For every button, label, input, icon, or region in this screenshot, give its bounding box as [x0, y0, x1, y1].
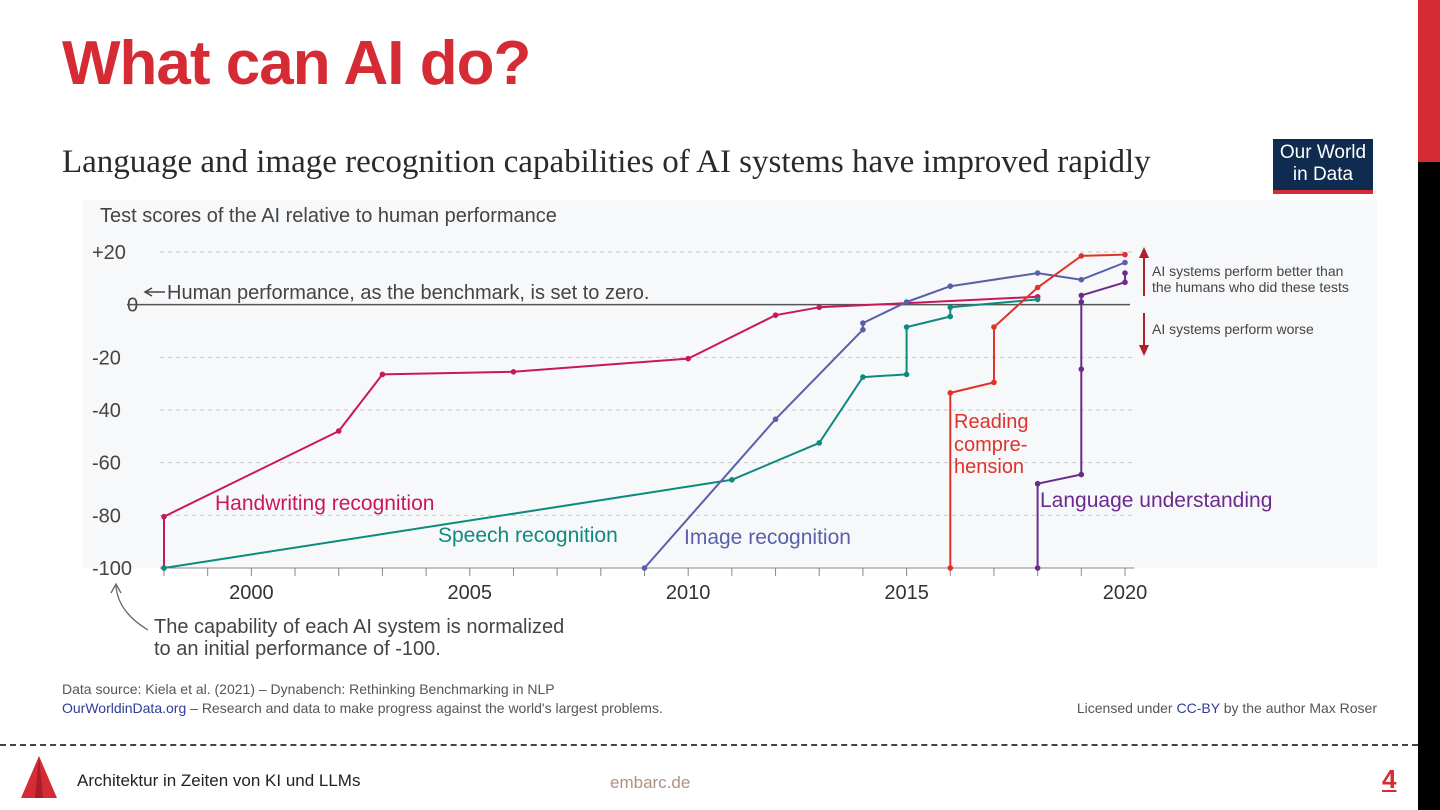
data-point	[816, 304, 823, 311]
normalized-annotation-line1: The capability of each AI system is norm…	[154, 616, 564, 638]
series-label-reading-line1: Reading	[954, 411, 1029, 433]
series-label-handwriting: Handwriting recognition	[215, 492, 434, 515]
better-annotation-line2: the humans who did these tests	[1152, 279, 1349, 295]
x-tick-label: 2010	[666, 582, 711, 604]
data-point	[903, 299, 910, 305]
worse-arrowhead	[1139, 345, 1149, 356]
normalized-annotation-line2: to an initial performance of -100.	[154, 638, 441, 660]
data-point	[1078, 366, 1085, 372]
embarc-logo-icon	[21, 756, 57, 798]
x-tick-label: 2005	[448, 582, 493, 604]
data-point	[860, 374, 866, 380]
chart: +20 0 -20 -40 -60 -80 -100 2000 2005 2010 2015 202…	[82, 200, 1377, 660]
x-tick-label: 2020	[1103, 582, 1148, 604]
normalized-arrowhead	[110, 582, 122, 594]
data-point	[947, 390, 954, 396]
data-source: Data source: Kiela et al. (2021) – Dynab…	[62, 681, 555, 697]
better-arrowhead	[1139, 247, 1149, 258]
data-point	[685, 355, 691, 362]
data-point	[335, 428, 342, 434]
page-number: 4	[1382, 764, 1397, 794]
owid-link[interactable]: OurWorldinData.org	[62, 700, 187, 716]
series-label-image: Image recognition	[684, 526, 851, 549]
worse-annotation: AI systems perform worse	[1152, 321, 1314, 337]
footer-divider	[0, 744, 1418, 746]
data-point	[772, 312, 779, 319]
y-tick-label: -60	[92, 453, 121, 475]
data-point	[947, 283, 954, 290]
y-axis-title: Test scores of the AI relative to human …	[100, 205, 557, 227]
data-point	[947, 313, 954, 320]
data-point	[947, 304, 954, 311]
right-side-bar	[1418, 162, 1440, 810]
data-point	[161, 513, 167, 520]
owid-logo: Our World in Data	[1273, 139, 1373, 194]
data-point	[729, 476, 735, 483]
owid-logo-line1: Our World	[1279, 142, 1367, 163]
data-point	[947, 565, 954, 571]
better-annotation-line1: AI systems perform better than	[1152, 263, 1343, 279]
grid-lines: +20 0 -20 -40 -60 -80 -100	[92, 242, 1132, 580]
series-lines	[161, 251, 1128, 571]
x-tick-label: 2015	[884, 582, 929, 604]
data-point	[1078, 471, 1085, 478]
footer-title: Architektur in Zeiten von KI und LLMs	[77, 771, 361, 790]
data-point	[1078, 253, 1085, 259]
data-point	[1122, 259, 1128, 266]
license-link[interactable]: CC-BY	[1176, 700, 1220, 716]
series-label-language: Language understanding	[1040, 489, 1272, 512]
right-accent-bar	[1418, 0, 1440, 162]
license-suffix: by the author Max Roser	[1219, 700, 1377, 716]
benchmark-annotation: Human performance, as the benchmark, is …	[167, 282, 649, 304]
series-label-speech: Speech recognition	[438, 524, 618, 547]
x-tick-label: 2000	[229, 582, 274, 604]
chart-plot-background	[82, 200, 1377, 568]
data-point	[641, 565, 648, 571]
series-label-reading-line3: hension	[954, 456, 1024, 478]
owid-credit: OurWorldinData.org – Research and data t…	[62, 700, 663, 716]
x-axis: 2000 2005 2010 2015 2020	[160, 567, 1148, 604]
y-tick-label: -40	[92, 400, 121, 422]
data-point	[860, 326, 866, 333]
data-point	[1034, 296, 1041, 303]
owid-credit-text: – Research and data to make progress aga…	[186, 700, 663, 716]
data-point	[161, 565, 167, 571]
data-point	[991, 379, 997, 386]
data-point	[1034, 284, 1041, 291]
data-point	[1122, 270, 1128, 276]
data-point	[379, 371, 386, 378]
data-point	[1122, 251, 1128, 258]
data-point	[1122, 279, 1128, 286]
chart-title: Language and image recognition capabilit…	[62, 144, 1151, 180]
owid-logo-line2: in Data	[1292, 164, 1354, 185]
benchmark-arrowhead	[143, 287, 153, 297]
data-point	[816, 440, 823, 446]
data-point	[903, 371, 910, 378]
y-tick-label: -100	[92, 558, 132, 580]
data-point	[1034, 480, 1041, 487]
data-point	[860, 320, 866, 326]
series-label-reading-line2: compre-	[954, 434, 1027, 456]
data-point	[1078, 276, 1085, 283]
license-prefix: Licensed under	[1076, 700, 1177, 716]
data-point	[1034, 270, 1041, 276]
data-point	[772, 416, 779, 423]
data-point	[1078, 292, 1085, 299]
series-line	[1036, 273, 1126, 568]
data-point	[1034, 565, 1041, 571]
y-tick-label: -80	[92, 505, 121, 527]
y-tick-label: 0	[127, 295, 138, 317]
footer-site[interactable]: embarc.de	[610, 773, 691, 792]
data-point	[1078, 299, 1085, 305]
y-tick-label: -20	[92, 347, 121, 369]
data-point	[510, 369, 517, 375]
data-point	[991, 324, 997, 330]
data-point	[903, 324, 910, 330]
y-tick-label: +20	[92, 242, 126, 264]
slide-title: What can AI do?	[62, 29, 531, 98]
license: Licensed under CC-BY by the author Max R…	[1077, 700, 1377, 716]
normalized-arrow	[115, 585, 149, 631]
